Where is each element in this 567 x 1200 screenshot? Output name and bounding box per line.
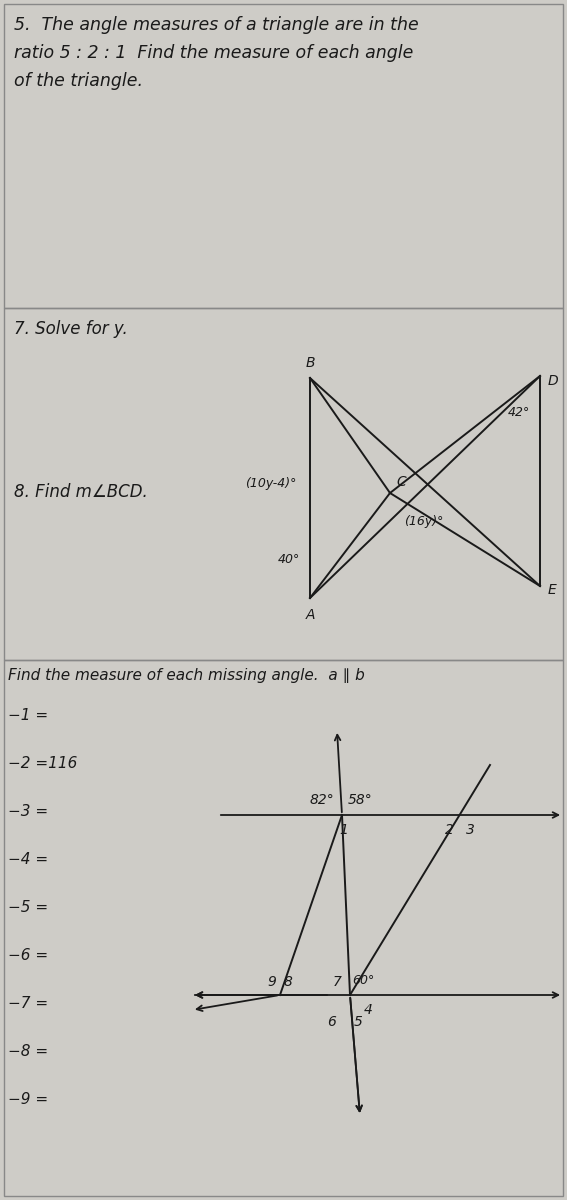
Text: −3 =: −3 = bbox=[8, 804, 48, 818]
Text: 8. Find m∠BCD.: 8. Find m∠BCD. bbox=[14, 482, 148, 502]
Text: −9 =: −9 = bbox=[8, 1092, 48, 1106]
Text: D: D bbox=[548, 374, 558, 388]
Text: −4 =: −4 = bbox=[8, 852, 48, 866]
Text: E: E bbox=[548, 583, 557, 596]
Text: 6: 6 bbox=[327, 1015, 336, 1028]
Text: A: A bbox=[305, 608, 315, 622]
Text: 82°: 82° bbox=[309, 793, 334, 806]
Text: 4: 4 bbox=[364, 1003, 373, 1018]
Bar bbox=[4, 4, 563, 308]
Text: 7: 7 bbox=[333, 974, 342, 989]
Text: 8: 8 bbox=[284, 974, 293, 989]
Text: Find the measure of each missing angle.  a ∥ b: Find the measure of each missing angle. … bbox=[8, 668, 365, 683]
Text: 60°: 60° bbox=[352, 974, 374, 986]
Text: 9: 9 bbox=[267, 974, 276, 989]
Text: (16y)°: (16y)° bbox=[404, 515, 443, 528]
Text: 7. Solve for y.: 7. Solve for y. bbox=[14, 320, 128, 338]
Text: 42°: 42° bbox=[508, 406, 530, 419]
Bar bbox=[4, 660, 563, 1196]
Text: −5 =: −5 = bbox=[8, 900, 48, 914]
Text: 2: 2 bbox=[445, 823, 454, 838]
Text: −6 =: −6 = bbox=[8, 948, 48, 962]
Text: 5: 5 bbox=[354, 1015, 363, 1028]
Text: 5.  The angle measures of a triangle are in the
ratio 5 : 2 : 1  Find the measur: 5. The angle measures of a triangle are … bbox=[14, 16, 419, 90]
Text: 3: 3 bbox=[466, 823, 475, 838]
Text: (10y-4)°: (10y-4)° bbox=[244, 476, 296, 490]
Text: C: C bbox=[396, 475, 406, 490]
Text: 58°: 58° bbox=[348, 793, 373, 806]
Text: 40°: 40° bbox=[278, 553, 300, 566]
Text: −1 =: −1 = bbox=[8, 708, 48, 722]
Text: −8 =: −8 = bbox=[8, 1044, 48, 1058]
Text: −7 =: −7 = bbox=[8, 996, 48, 1010]
Bar bbox=[4, 308, 563, 660]
Text: B: B bbox=[305, 356, 315, 370]
Text: −2 =116: −2 =116 bbox=[8, 756, 77, 770]
Text: 1: 1 bbox=[340, 823, 349, 838]
